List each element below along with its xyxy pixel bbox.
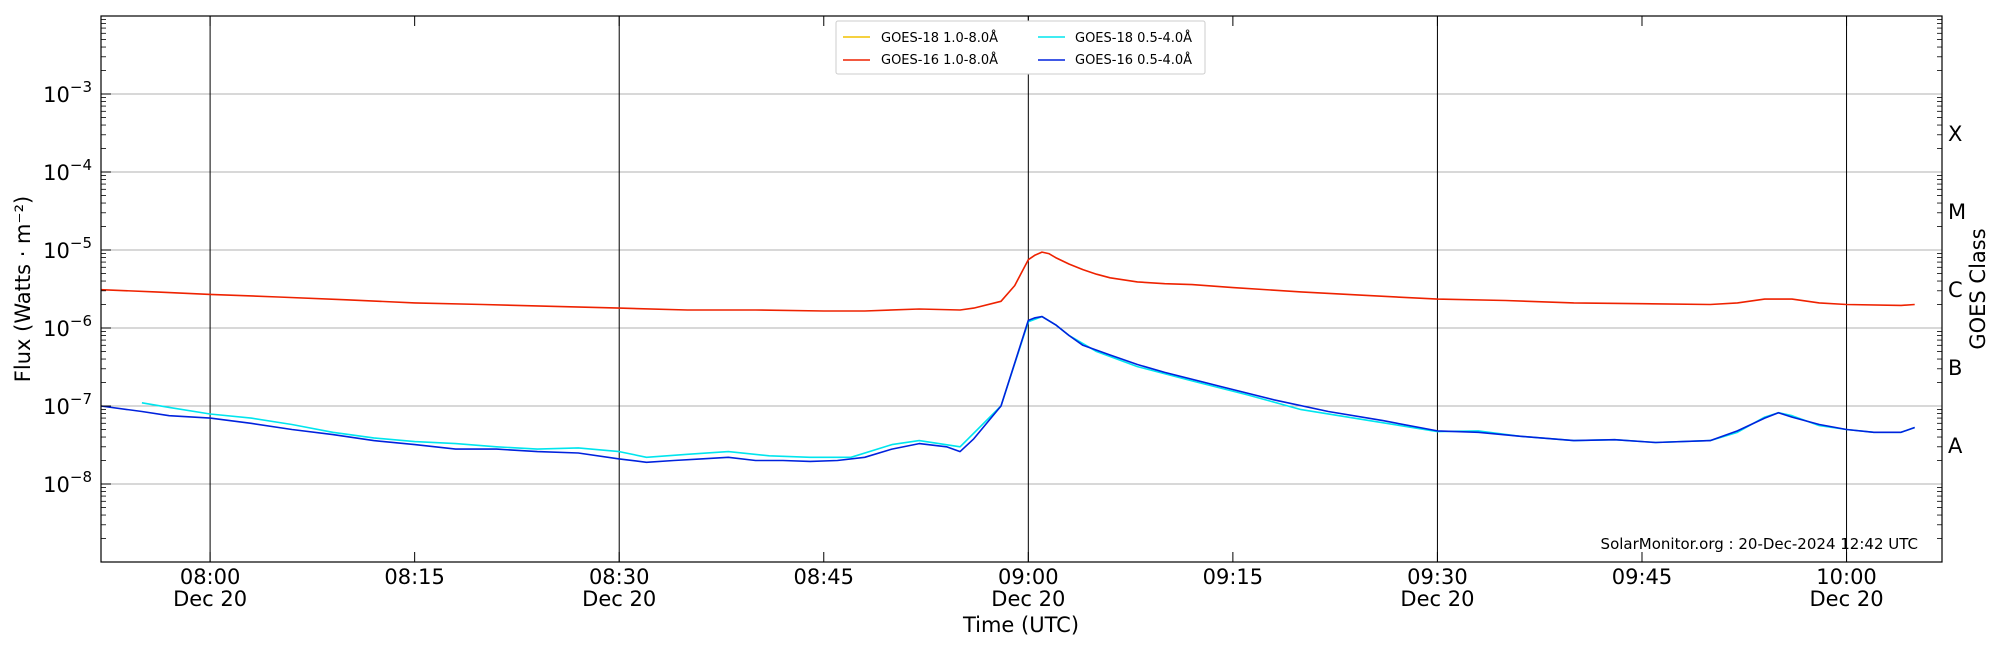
y-axis-label: Flux (Watts · m⁻²)	[11, 196, 35, 382]
x-tick-label: 08:00	[180, 565, 241, 589]
x-tick-date-label: Dec 20	[1400, 587, 1474, 611]
goes-class-label: A	[1948, 434, 1963, 458]
x-tick-label: 09:30	[1407, 565, 1468, 589]
x-tick-label: 09:00	[998, 565, 1059, 589]
x-axis-label: Time (UTC)	[962, 613, 1079, 637]
x-tick-label: 08:30	[589, 565, 650, 589]
goes-class-label: M	[1948, 200, 1966, 224]
x-tick-label: 08:15	[384, 565, 445, 589]
series-line-3	[100, 315, 1915, 464]
goes-class-labels: A B C M X	[1948, 122, 1966, 458]
y-tick-label: 10−4	[43, 156, 92, 185]
y-tick-label: 10−5	[43, 234, 92, 263]
x-tick-date-label: Dec 20	[1810, 587, 1884, 611]
legend-label-goes16-short: GOES-16 0.5-4.0Å	[1075, 52, 1192, 68]
series-layer	[100, 251, 1915, 464]
goes-class-label: B	[1948, 356, 1962, 380]
goes-class-label: X	[1948, 122, 1962, 146]
axis-ticks	[101, 16, 1942, 562]
x-tick-label: 09:45	[1612, 565, 1673, 589]
legend-label-goes18-short: GOES-18 0.5-4.0Å	[1075, 30, 1192, 46]
x-tick-date-label: Dec 20	[991, 587, 1065, 611]
right-axis-label: GOES Class	[1966, 228, 1990, 349]
series-line-2	[100, 251, 1915, 312]
y-tick-labels: 10−8 10−7 10−6 10−5 10−4 10−3	[43, 78, 92, 497]
y-tick-label: 10−8	[43, 468, 92, 497]
legend-label-goes16-long: GOES-16 1.0-8.0Å	[881, 52, 998, 68]
credit-text: SolarMonitor.org : 20-Dec-2024 12:42 UTC	[1601, 535, 1918, 553]
plot-background	[101, 16, 1942, 562]
legend-box	[835, 20, 1206, 75]
x-tick-label: 08:45	[793, 565, 854, 589]
goes-class-label: C	[1948, 278, 1963, 302]
legend: GOES-18 1.0-8.0Å GOES-16 1.0-8.0Å GOES-1…	[835, 20, 1206, 75]
y-tick-label: 10−7	[43, 390, 92, 419]
vertical-marker-lines	[209, 16, 1848, 562]
x-tick-date-label: Dec 20	[173, 587, 247, 611]
grid-lines	[101, 93, 1942, 485]
x-tick-label: 09:15	[1203, 565, 1264, 589]
x-tick-date-label: Dec 20	[582, 587, 656, 611]
x-tick-label: 10:00	[1816, 565, 1877, 589]
legend-label-goes18-long: GOES-18 1.0-8.0Å	[881, 30, 998, 46]
y-tick-label: 10−3	[43, 78, 92, 107]
plot-frame	[100, 15, 1943, 563]
y-tick-label: 10−6	[43, 312, 92, 341]
